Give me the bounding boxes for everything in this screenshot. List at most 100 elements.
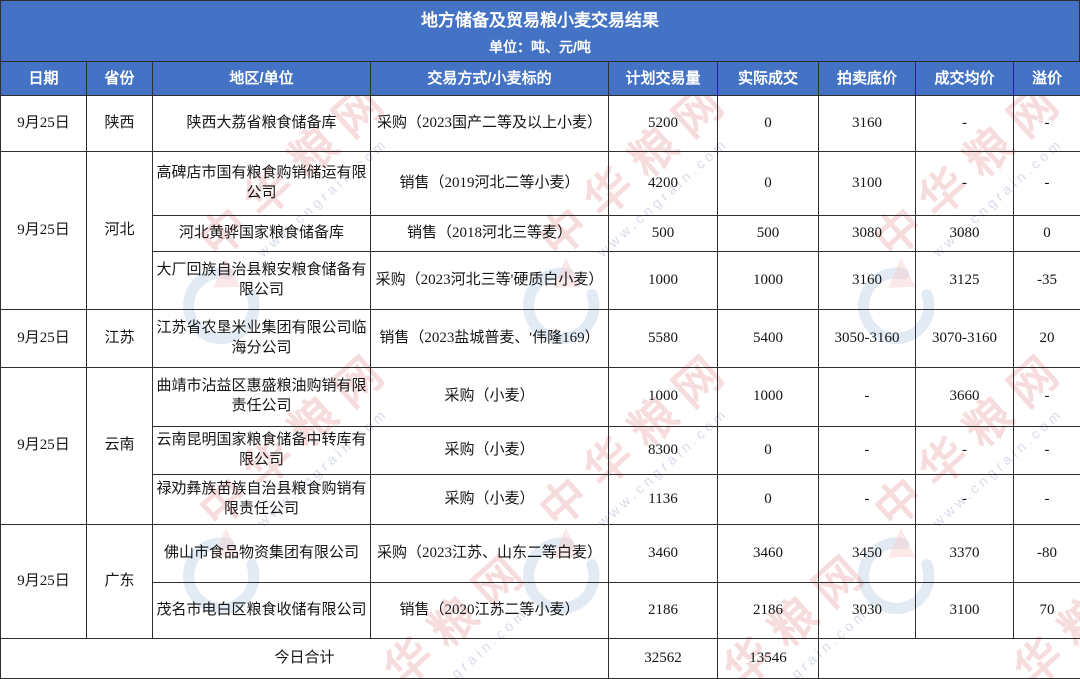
cell-planned: 1000 [608, 367, 718, 427]
table-row: 9月25日 陕西 陕西大荔省粮食储备库 采购（2023国产二等及以上小麦） 52… [0, 95, 1080, 152]
total-actual: 13546 [717, 638, 819, 679]
table-row: 大厂回族自治县粮安粮食储备有限公司 采购（2023河北三等'硬质白小麦） 100… [1, 251, 1080, 310]
cell-floor: - [818, 426, 916, 475]
cell-actual: 2186 [717, 582, 819, 639]
col-header-date: 日期 [0, 61, 87, 96]
cell-region: 曲靖市沾益区惠盛粮油购销有限责任公司 [152, 367, 371, 427]
cell-method: 采购（2023国产二等及以上小麦） [370, 95, 609, 152]
cell-region: 云南昆明国家粮食储备中转库有限公司 [152, 426, 371, 475]
col-header-planned: 计划交易量 [608, 61, 718, 96]
cell-method: 采购（2023江苏、山东二等白麦） [370, 524, 609, 583]
cell-avg: - [915, 474, 1014, 525]
cell-planned: 1136 [608, 474, 718, 525]
cell-avg: 3080 [915, 215, 1014, 252]
cell-region: 大厂回族自治县粮安粮食储备有限公司 [152, 251, 371, 310]
cell-floor: 3050-3160 [818, 309, 916, 368]
cell-actual: 0 [717, 474, 819, 525]
cell-premium: - [1013, 426, 1080, 475]
cell-planned: 5580 [608, 309, 718, 368]
cell-planned: 5200 [608, 95, 718, 152]
col-header-region: 地区/单位 [152, 61, 371, 96]
cell-actual: 3460 [717, 524, 819, 583]
table-row: 9月25日 河北 高碑店市国有粮食购销储运有限公司 销售（2019河北二等小麦）… [0, 151, 1080, 310]
cell-avg: 3070-3160 [915, 309, 1014, 368]
cell-avg: - [915, 426, 1014, 475]
col-header-premium: 溢价 [1013, 61, 1080, 96]
table-row: 9月25日 广东 佛山市食品物资集团有限公司 采购（2023江苏、山东二等白麦）… [0, 524, 1080, 639]
cell-floor: 3030 [818, 582, 916, 639]
table-row: 云南昆明国家粮食储备中转库有限公司 采购（小麦） 8300 0 - - - [1, 426, 1080, 475]
cell-planned: 4200 [608, 151, 718, 216]
cell-premium: -35 [1013, 251, 1080, 310]
cell-avg: 3125 [915, 251, 1014, 310]
cell-floor: 3100 [818, 151, 916, 216]
cell-region: 江苏省农垦米业集团有限公司临海分公司 [152, 309, 371, 368]
cell-premium: 70 [1013, 582, 1080, 639]
cell-floor: 3080 [818, 215, 916, 252]
table-row: 9月25日 江苏 江苏省农垦米业集团有限公司临海分公司 销售（2023盐城普麦、… [0, 309, 1080, 368]
cell-avg: - [915, 151, 1014, 216]
cell-premium: - [1013, 95, 1080, 152]
cell-region: 佛山市食品物资集团有限公司 [152, 524, 371, 583]
cell-avg: 3660 [915, 367, 1014, 427]
total-planned: 32562 [608, 638, 718, 679]
cell-method: 销售（2023盐城普麦、'伟隆169） [370, 309, 609, 368]
cell-method: 销售（2019河北二等小麦） [370, 151, 609, 216]
cell-region: 高碑店市国有粮食购销储运有限公司 [152, 151, 371, 216]
table-row: 河北黄骅国家粮食储备库 销售（2018河北三等麦） 500 500 3080 3… [1, 215, 1080, 252]
total-label: 今日合计 [0, 638, 609, 679]
cell-date: 9月25日 [0, 151, 87, 310]
header-row: 日期 省份 地区/单位 交易方式/小麦标的 计划交易量 实际成交 拍卖底价 成交… [0, 61, 1080, 96]
cell-actual: 0 [717, 95, 819, 152]
cell-province: 江苏 [86, 309, 153, 368]
col-header-floor: 拍卖底价 [818, 61, 916, 96]
cell-planned: 1000 [608, 251, 718, 310]
col-header-province: 省份 [86, 61, 153, 96]
cell-method: 采购（小麦） [370, 474, 609, 525]
cell-planned: 2186 [608, 582, 718, 639]
cell-premium: -80 [1013, 524, 1080, 583]
cell-actual: 1000 [717, 251, 819, 310]
cell-planned: 500 [608, 215, 718, 252]
cell-avg: - [915, 95, 1014, 152]
cell-avg: 3100 [915, 582, 1014, 639]
table-row: 9月25日 云南 曲靖市沾益区惠盛粮油购销有限责任公司 采购（小麦） 1000 … [0, 367, 1080, 525]
total-empty-cell [818, 638, 1080, 679]
cell-date: 9月25日 [0, 95, 87, 152]
cell-premium: - [1013, 367, 1080, 427]
cell-method: 采购（2023河北三等'硬质白小麦） [370, 251, 609, 310]
cell-floor: - [818, 474, 916, 525]
cell-floor: 3160 [818, 251, 916, 310]
cell-actual: 1000 [717, 367, 819, 427]
cell-province: 广东 [86, 524, 153, 639]
col-header-avg: 成交均价 [915, 61, 1014, 96]
cell-actual: 0 [717, 151, 819, 216]
cell-method: 采购（小麦） [370, 426, 609, 475]
cell-province: 河北 [86, 151, 153, 310]
col-header-method: 交易方式/小麦标的 [370, 61, 609, 96]
cell-premium: - [1013, 151, 1080, 216]
cell-province: 云南 [86, 367, 153, 525]
cell-actual: 0 [717, 426, 819, 475]
cell-date: 9月25日 [0, 309, 87, 368]
cell-region: 茂名市电白区粮食收储有限公司 [152, 582, 371, 639]
cell-floor: 3450 [818, 524, 916, 583]
cell-planned: 3460 [608, 524, 718, 583]
cell-method: 采购（小麦） [370, 367, 609, 427]
cell-avg: 3370 [915, 524, 1014, 583]
unit-subtitle: 单位：吨、元/吨 [489, 38, 591, 55]
title-block: 地方储备及贸易粮小麦交易结果 单位：吨、元/吨 [0, 0, 1080, 61]
cell-date: 9月25日 [0, 524, 87, 639]
cell-region: 陕西大荔省粮食储备库 [152, 95, 371, 152]
col-header-actual: 实际成交 [717, 61, 819, 96]
cell-premium: 0 [1013, 215, 1080, 252]
cell-date: 9月25日 [0, 367, 87, 525]
cell-actual: 5400 [717, 309, 819, 368]
cell-method: 销售（2018河北三等麦） [370, 215, 609, 252]
cell-premium: - [1013, 474, 1080, 525]
cell-premium: 20 [1013, 309, 1080, 368]
total-row: 今日合计 32562 13546 [0, 638, 1080, 679]
cell-method: 销售（2020江苏二等小麦） [370, 582, 609, 639]
table-row: 茂名市电白区粮食收储有限公司 销售（2020江苏二等小麦） 2186 2186 … [1, 582, 1080, 639]
cell-floor: 3160 [818, 95, 916, 152]
